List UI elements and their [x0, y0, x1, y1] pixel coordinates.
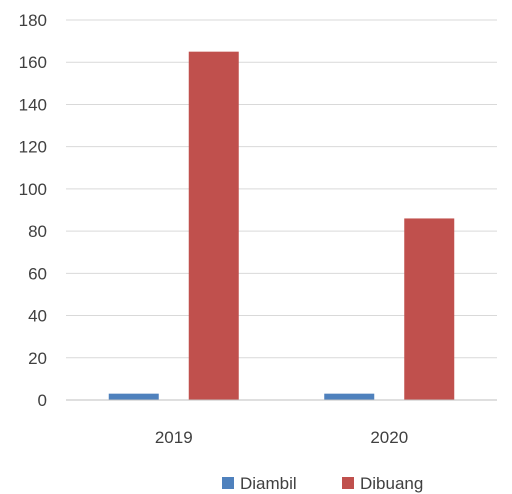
- bar-dibuang-2020: [404, 218, 455, 400]
- y-tick-label-180: 180: [19, 11, 47, 30]
- gridlines: [66, 19, 497, 359]
- y-tick-label-80: 80: [28, 222, 47, 241]
- y-tick-label-100: 100: [19, 180, 47, 199]
- y-tick-label-160: 160: [19, 53, 47, 72]
- legend: Diambil Dibuang: [222, 474, 423, 493]
- legend-swatch-diambil: [222, 477, 234, 489]
- bar-diambil-2019: [108, 393, 159, 400]
- legend-label-dibuang: Dibuang: [360, 474, 423, 493]
- legend-label-diambil: Diambil: [240, 474, 297, 493]
- y-tick-label-20: 20: [28, 349, 47, 368]
- y-tick-label-40: 40: [28, 307, 47, 326]
- y-tick-label-120: 120: [19, 138, 47, 157]
- bar-diambil-2020: [324, 393, 375, 400]
- x-axis: 2019 2020: [66, 399, 497, 447]
- legend-swatch-dibuang: [342, 477, 354, 489]
- y-tick-label-60: 60: [28, 264, 47, 283]
- bar-dibuang-2019: [188, 51, 239, 401]
- x-category-label-2019: 2019: [155, 428, 193, 447]
- y-tick-label-140: 140: [19, 95, 47, 114]
- bars: [108, 51, 455, 401]
- y-tick-label-0: 0: [38, 391, 47, 410]
- y-axis-tick-labels: 0 20 40 60 80 100 120 140 160 180: [19, 11, 47, 410]
- x-category-label-2020: 2020: [370, 428, 408, 447]
